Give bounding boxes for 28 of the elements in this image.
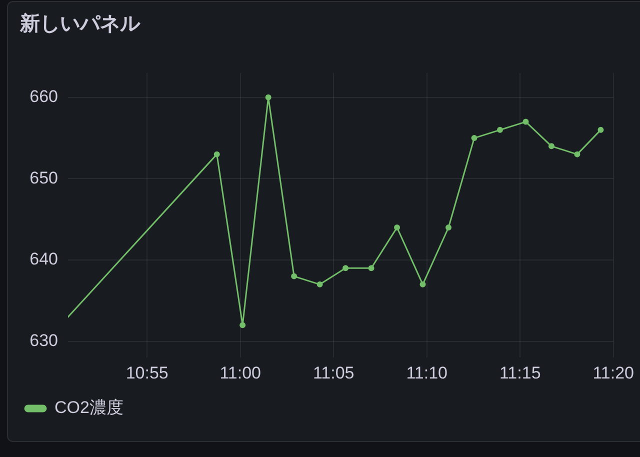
x-tick-label: 11:00 [220, 363, 261, 382]
y-tick-label: 630 [30, 331, 58, 350]
y-tick-label: 640 [30, 250, 58, 269]
point [420, 281, 426, 288]
x-tick-label: 11:20 [592, 363, 634, 382]
x-tick-label: 11:10 [406, 363, 448, 382]
point [548, 143, 554, 150]
y-tick-label: 650 [30, 168, 58, 188]
point [368, 265, 374, 272]
legend-label: CO2濃度 [54, 398, 124, 418]
point [291, 273, 298, 280]
point [522, 118, 529, 125]
point [394, 224, 400, 230]
point [471, 135, 478, 142]
point [496, 126, 503, 133]
point [240, 322, 246, 328]
x-tick-label: 11:15 [499, 363, 541, 382]
y-tick-label: 660 [30, 87, 58, 106]
point [265, 94, 272, 100]
chart-title: 新しいパネル [20, 10, 140, 37]
point [598, 126, 604, 133]
point [214, 151, 220, 158]
point [446, 224, 452, 230]
point [316, 281, 323, 288]
x-tick-label: 10:55 [126, 363, 168, 382]
point [574, 151, 580, 158]
point [342, 265, 349, 272]
x-tick-label: 11:05 [312, 363, 354, 382]
